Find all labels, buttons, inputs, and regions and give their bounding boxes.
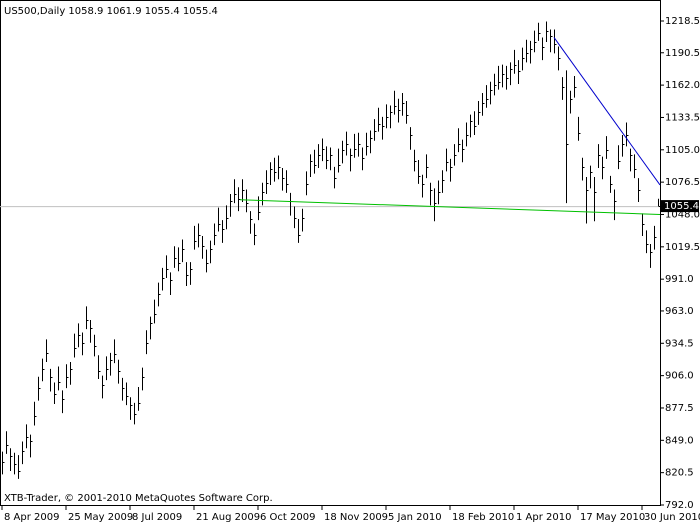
chart-title: US500,Daily 1058.9 1061.9 1055.4 1055.4: [4, 6, 218, 17]
y-tick-label: 792.0: [665, 500, 694, 511]
x-tick-label: 17 May 2010: [580, 512, 645, 523]
x-tick-label: 8 Jul 2009: [132, 512, 182, 523]
x-tick-label: 5 Jan 2010: [388, 512, 442, 523]
y-tick-label: 1162.0: [665, 80, 700, 91]
y-tick-label: 820.5: [665, 468, 694, 479]
y-tick-label: 1048.0: [665, 209, 700, 220]
y-tick-label: 1190.5: [665, 48, 700, 59]
price-label: 1055.4: [664, 201, 699, 212]
price-label-box: [661, 200, 699, 213]
y-tick-label: 1218.5: [665, 16, 700, 27]
x-tick-label: 8 Apr 2009: [4, 512, 59, 523]
x-tick-label: 1 Apr 2010: [516, 512, 571, 523]
x-tick-label: 21 Aug 2009: [196, 512, 260, 523]
x-tick-label: 18 Feb 2010: [452, 512, 514, 523]
y-tick-label: 906.0: [665, 371, 694, 382]
trendline: [553, 37, 661, 186]
y-tick-label: 991.0: [665, 274, 694, 285]
footer: XTB-Trader, © 2001-2010 MetaQuotes Softw…: [4, 493, 273, 504]
y-tick-label: 963.0: [665, 306, 694, 317]
x-tick-label: 6 Oct 2009: [260, 512, 315, 523]
x-tick-label: 30 Jun 2010: [644, 512, 700, 523]
y-tick-label: 1019.5: [665, 242, 700, 253]
y-tick-label: 1076.5: [665, 177, 700, 188]
x-tick-label: 18 Nov 2009: [324, 512, 388, 523]
y-tick-label: 877.5: [665, 403, 694, 414]
y-tick-label: 1105.0: [665, 145, 700, 156]
y-tick-label: 934.5: [665, 338, 694, 349]
y-tick-label: 849.0: [665, 435, 694, 446]
plot-frame: [0, 0, 661, 506]
x-tick-label: 25 May 2009: [68, 512, 133, 523]
y-tick-label: 1133.5: [665, 112, 700, 123]
trendline: [239, 199, 661, 215]
